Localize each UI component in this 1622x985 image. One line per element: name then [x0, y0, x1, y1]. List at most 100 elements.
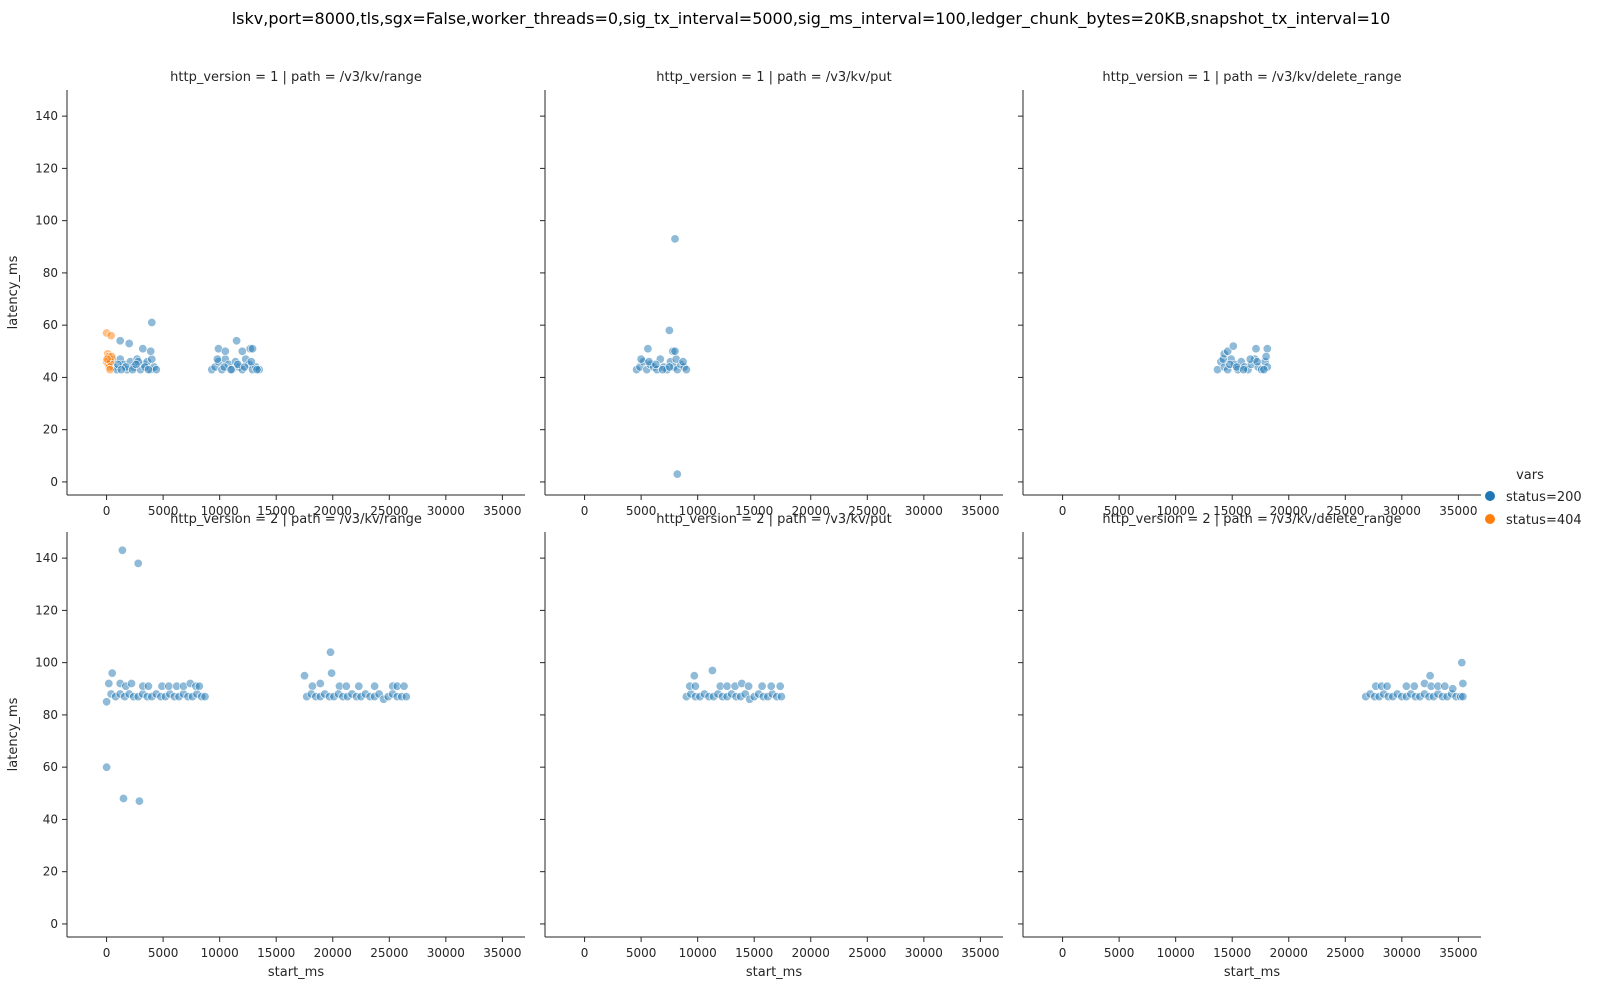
data-point: [194, 681, 204, 691]
x-tick-label: 35000: [483, 504, 521, 518]
data-point: [127, 678, 137, 688]
x-tick-label: 25000: [848, 504, 886, 518]
data-point: [354, 681, 364, 691]
x-tick-label: 30000: [1383, 504, 1421, 518]
legend-marker-status-200: [1485, 491, 1495, 501]
data-point: [690, 681, 700, 691]
data-point: [370, 681, 380, 691]
x-tick-label: 10000: [679, 946, 717, 960]
data-point: [664, 362, 674, 372]
x-tick-label: 25000: [848, 946, 886, 960]
x-tick-label: 5000: [148, 504, 179, 518]
x-tick-label: 20000: [1270, 946, 1308, 960]
data-point: [1409, 681, 1419, 691]
facet-panel-2: http_version = 1 | path = /v3/kv/put 0 500…: [540, 70, 1003, 518]
data-point: [1251, 344, 1261, 354]
x-tick-label: 15000: [1213, 946, 1251, 960]
data-point: [146, 346, 156, 356]
x-tick-label: 25000: [370, 946, 408, 960]
data-point: [133, 558, 143, 568]
facet-title: http_version = 1 | path = /v3/kv/put: [656, 70, 892, 85]
x-tick-label: 30000: [905, 946, 943, 960]
data-point: [1223, 346, 1233, 356]
y-tick-label: 40: [43, 370, 58, 384]
data-point: [107, 668, 117, 678]
x-tick-label: 10000: [201, 504, 239, 518]
data-point: [757, 681, 767, 691]
data-point: [104, 678, 114, 688]
data-point: [689, 671, 699, 681]
data-point: [664, 325, 674, 335]
data-point: [102, 762, 112, 772]
data-point: [138, 344, 148, 354]
data-point: [117, 545, 127, 555]
data-point: [776, 692, 786, 702]
data-point: [151, 365, 161, 375]
legend-label-status-200: status=200: [1506, 490, 1582, 505]
data-point: [1261, 351, 1271, 361]
data-point: [124, 338, 134, 348]
data-point: [399, 681, 409, 691]
facet-panel-3: http_version = 1 | path = /v3/kv/delete_…: [1018, 70, 1481, 518]
series-status-200: [681, 665, 786, 704]
y-tick-label: 60: [43, 760, 58, 774]
data-point: [1457, 658, 1467, 668]
x-tick-label: 20000: [792, 946, 830, 960]
x-tick-label: 5000: [626, 504, 657, 518]
data-point: [307, 681, 317, 691]
x-axis-label: start_ms: [746, 965, 802, 980]
data-point: [1440, 681, 1450, 691]
data-point: [1448, 684, 1458, 694]
x-axis-label: start_ms: [1224, 965, 1280, 980]
x-tick-label: 25000: [1326, 946, 1364, 960]
x-tick-label: 35000: [961, 504, 999, 518]
facet-title: http_version = 2 | path = /v3/kv/delete_…: [1102, 512, 1401, 527]
data-point: [1259, 365, 1269, 375]
data-point: [401, 692, 411, 702]
facet-panel-6: http_version = 2 | path = /v3/kv/delete_…: [1018, 512, 1481, 980]
data-point: [766, 681, 776, 691]
data-point: [212, 354, 222, 364]
facet-panel-5: http_version = 2 | path = /v3/kv/put 0 500…: [540, 512, 1003, 980]
data-point: [147, 317, 157, 327]
data-point: [143, 365, 153, 375]
y-axis-label: latency_ms: [6, 697, 21, 771]
y-axis-label: latency_ms: [6, 255, 21, 329]
y-tick-label: 0: [50, 917, 58, 931]
x-tick-label: 5000: [1104, 946, 1135, 960]
data-point: [1228, 341, 1238, 351]
facet-title: http_version = 2 | path = /v3/kv/range: [170, 512, 422, 527]
data-point: [240, 362, 250, 372]
y-tick-label: 140: [35, 551, 58, 565]
x-tick-label: 10000: [201, 946, 239, 960]
data-point: [105, 365, 115, 375]
x-tick-label: 30000: [427, 946, 465, 960]
data-point: [106, 331, 116, 341]
data-point: [252, 365, 262, 375]
data-point: [119, 793, 129, 803]
data-point: [220, 346, 230, 356]
x-tick-label: 35000: [1439, 946, 1477, 960]
x-tick-label: 30000: [905, 504, 943, 518]
facet-title: http_version = 1 | path = /v3/kv/delete_…: [1102, 70, 1401, 85]
data-point: [1458, 692, 1468, 702]
data-point: [327, 668, 337, 678]
y-tick-label: 60: [43, 318, 58, 332]
x-tick-label: 0: [103, 946, 111, 960]
data-point: [115, 336, 125, 346]
data-point: [200, 692, 210, 702]
facet-panels: http_version = 1 | path = /v3/kv/range 0 2…: [6, 70, 1481, 980]
y-tick-label: 120: [35, 161, 58, 175]
x-tick-label: 5000: [148, 946, 179, 960]
x-tick-label: 15000: [257, 504, 295, 518]
data-point: [341, 681, 351, 691]
data-point: [672, 469, 682, 479]
data-point: [651, 359, 661, 369]
series-status-404: [102, 328, 117, 375]
data-point: [1262, 344, 1272, 354]
data-point: [744, 681, 754, 691]
facet-panel-1: http_version = 1 | path = /v3/kv/range 0 2…: [6, 70, 525, 518]
data-point: [237, 346, 247, 356]
x-tick-label: 20000: [314, 946, 352, 960]
x-tick-label: 0: [103, 504, 111, 518]
